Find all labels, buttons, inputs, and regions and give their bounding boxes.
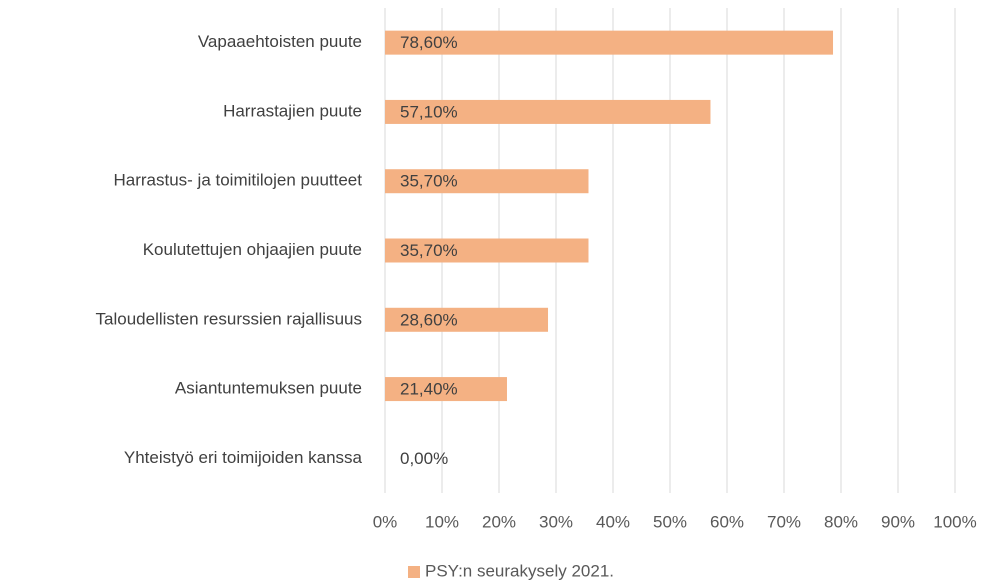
bar [385, 30, 834, 55]
y-tick-label: Asiantuntemuksen puute [175, 379, 362, 398]
bar [385, 307, 549, 332]
data-label: 21,40% [400, 380, 458, 399]
y-tick-label: Vapaaehtoisten puute [198, 32, 362, 51]
data-label: 35,70% [400, 241, 458, 260]
y-tick-label: Taloudellisten resurssien rajallisuus [96, 309, 362, 328]
x-tick-label: 30% [539, 512, 573, 531]
legend-swatch [408, 566, 420, 578]
x-tick-label: 60% [710, 512, 744, 531]
bar [385, 99, 711, 124]
y-tick-label: Koulutettujen ohjaajien puute [143, 240, 362, 259]
y-tick-label: Harrastajien puute [223, 101, 362, 120]
bar [385, 238, 589, 263]
x-tick-label: 50% [653, 512, 687, 531]
x-tick-label: 100% [933, 512, 976, 531]
y-tick-label: Harrastus- ja toimitilojen puutteet [113, 171, 362, 190]
legend-label: PSY:n seurakysely 2021. [425, 561, 614, 580]
bar [385, 377, 507, 402]
x-tick-label: 70% [767, 512, 801, 531]
data-label: 28,60% [400, 310, 458, 329]
data-label: 0,00% [400, 449, 448, 468]
data-label: 57,10% [400, 102, 458, 121]
x-tick-label: 10% [425, 512, 459, 531]
x-tick-label: 20% [482, 512, 516, 531]
y-tick-label: Yhteistyö eri toimijoiden kanssa [124, 448, 363, 467]
x-tick-label: 40% [596, 512, 630, 531]
x-tick-label: 90% [881, 512, 915, 531]
x-tick-label: 80% [824, 512, 858, 531]
x-tick-label: 0% [373, 512, 398, 531]
bar [385, 169, 589, 194]
data-label: 35,70% [400, 172, 458, 191]
data-label: 78,60% [400, 33, 458, 52]
